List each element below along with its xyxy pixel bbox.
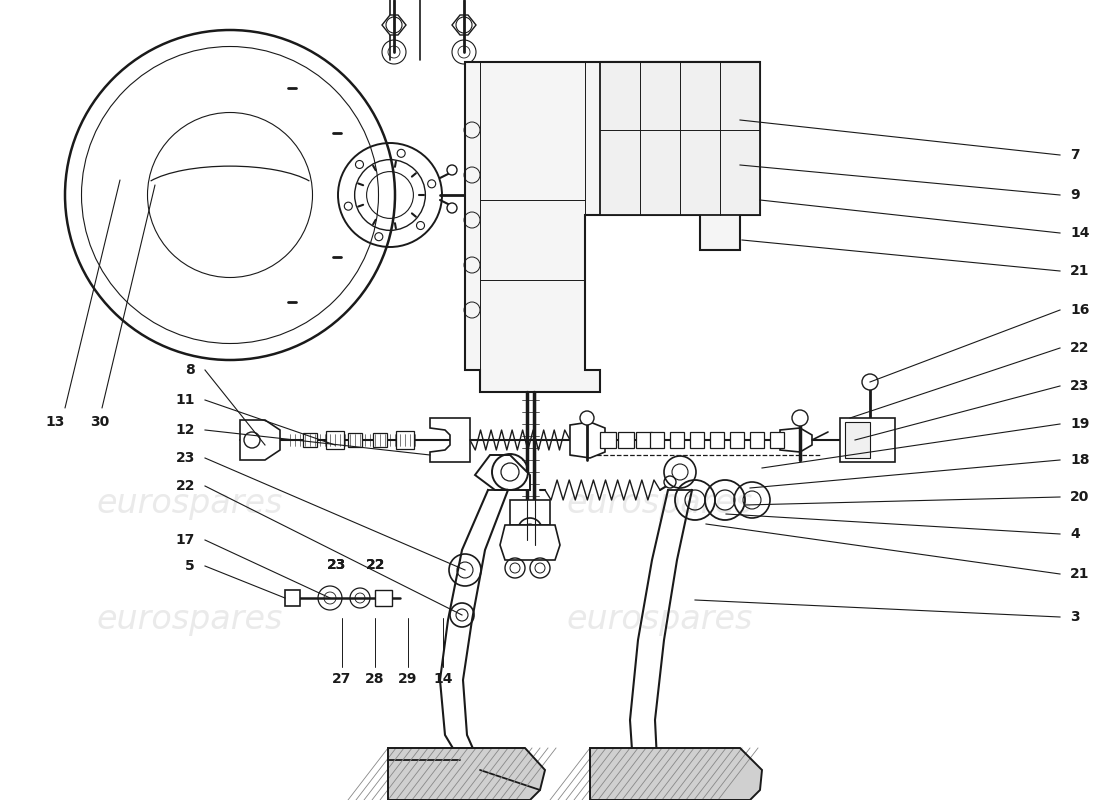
Text: 21: 21 bbox=[1070, 567, 1089, 581]
Text: 22: 22 bbox=[176, 479, 195, 493]
Text: 23: 23 bbox=[328, 558, 346, 572]
Text: 28: 28 bbox=[365, 672, 385, 686]
Text: 8: 8 bbox=[185, 363, 195, 377]
Polygon shape bbox=[375, 590, 392, 606]
Text: eurospares: eurospares bbox=[97, 486, 283, 519]
Text: 17: 17 bbox=[176, 533, 195, 547]
Circle shape bbox=[397, 150, 405, 158]
Text: 29: 29 bbox=[398, 672, 418, 686]
Polygon shape bbox=[840, 418, 895, 462]
Text: 27: 27 bbox=[332, 672, 352, 686]
Circle shape bbox=[792, 410, 808, 426]
Circle shape bbox=[355, 161, 363, 169]
Polygon shape bbox=[690, 432, 704, 448]
Polygon shape bbox=[780, 428, 812, 452]
Text: 18: 18 bbox=[1070, 453, 1089, 467]
Circle shape bbox=[417, 222, 425, 230]
Polygon shape bbox=[650, 432, 664, 448]
Polygon shape bbox=[475, 455, 530, 490]
Text: 14: 14 bbox=[433, 672, 453, 686]
Polygon shape bbox=[845, 422, 870, 458]
Polygon shape bbox=[730, 432, 744, 448]
Polygon shape bbox=[600, 62, 760, 215]
Circle shape bbox=[375, 233, 383, 241]
Text: eurospares: eurospares bbox=[566, 486, 754, 519]
Polygon shape bbox=[570, 422, 605, 458]
Polygon shape bbox=[302, 433, 317, 447]
Polygon shape bbox=[452, 15, 476, 35]
Text: 20: 20 bbox=[1070, 490, 1089, 504]
Text: 16: 16 bbox=[1070, 303, 1089, 317]
Text: 21: 21 bbox=[1070, 264, 1089, 278]
Polygon shape bbox=[373, 433, 387, 447]
Polygon shape bbox=[636, 432, 652, 448]
Polygon shape bbox=[600, 432, 616, 448]
Text: 4: 4 bbox=[1070, 527, 1080, 541]
Circle shape bbox=[580, 411, 594, 425]
Text: 11: 11 bbox=[176, 393, 195, 407]
Text: 23: 23 bbox=[1070, 379, 1089, 393]
Polygon shape bbox=[326, 431, 344, 449]
Text: 19: 19 bbox=[1070, 417, 1089, 431]
Text: 13: 13 bbox=[45, 415, 65, 429]
Circle shape bbox=[447, 203, 456, 213]
Polygon shape bbox=[710, 432, 724, 448]
Text: eurospares: eurospares bbox=[97, 603, 283, 637]
Polygon shape bbox=[770, 432, 784, 448]
Polygon shape bbox=[285, 590, 300, 606]
Text: 30: 30 bbox=[90, 415, 110, 429]
Circle shape bbox=[862, 374, 878, 390]
Polygon shape bbox=[670, 432, 684, 448]
Polygon shape bbox=[348, 433, 362, 447]
Text: 14: 14 bbox=[1070, 226, 1089, 240]
Polygon shape bbox=[382, 15, 406, 35]
Text: 12: 12 bbox=[176, 423, 195, 437]
Text: 22: 22 bbox=[1070, 341, 1089, 355]
Text: 9: 9 bbox=[1070, 188, 1079, 202]
Polygon shape bbox=[240, 420, 280, 460]
Polygon shape bbox=[618, 432, 634, 448]
Text: 22: 22 bbox=[366, 558, 386, 572]
Text: 5: 5 bbox=[185, 559, 195, 573]
Polygon shape bbox=[590, 748, 762, 800]
Polygon shape bbox=[396, 431, 414, 449]
Text: 7: 7 bbox=[1070, 148, 1079, 162]
Circle shape bbox=[447, 165, 456, 175]
Text: 23: 23 bbox=[328, 558, 346, 572]
Polygon shape bbox=[465, 62, 760, 392]
Text: 3: 3 bbox=[1070, 610, 1079, 624]
Polygon shape bbox=[510, 500, 550, 525]
Circle shape bbox=[344, 202, 352, 210]
Polygon shape bbox=[430, 418, 470, 462]
Polygon shape bbox=[500, 525, 560, 560]
Text: 23: 23 bbox=[176, 451, 195, 465]
Polygon shape bbox=[750, 432, 764, 448]
Text: 22: 22 bbox=[366, 558, 386, 572]
Circle shape bbox=[664, 476, 676, 488]
Text: eurospares: eurospares bbox=[566, 603, 754, 637]
Circle shape bbox=[428, 180, 436, 188]
Polygon shape bbox=[388, 748, 544, 800]
